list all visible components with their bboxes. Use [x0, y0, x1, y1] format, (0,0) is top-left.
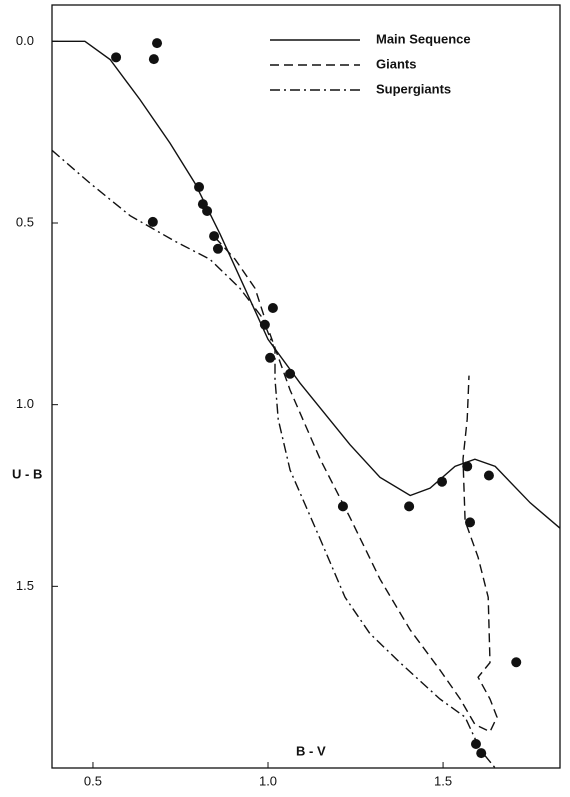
legend-label: Supergiants [376, 81, 451, 96]
data-point [511, 657, 522, 668]
data-point [212, 243, 223, 254]
data-point [265, 352, 276, 363]
data-point [462, 461, 473, 472]
data-point [470, 739, 481, 750]
data-point [337, 501, 348, 512]
x-tick-label: 0.5 [84, 773, 102, 788]
x-tick-label: 1.5 [434, 773, 452, 788]
legend-label: Main Sequence [376, 31, 471, 46]
x-axis-label: B - V [296, 743, 326, 758]
data-point [465, 517, 476, 528]
y-axis-label: U - B [12, 466, 42, 481]
plot-frame [51, 4, 561, 769]
data-point [404, 501, 415, 512]
data-point [202, 206, 213, 217]
data-point [152, 38, 163, 49]
data-point [259, 319, 270, 330]
y-tick-label: 1.0 [16, 396, 34, 411]
legend-label: Giants [376, 56, 416, 71]
series-line [52, 40, 561, 529]
data-point [437, 476, 448, 487]
data-point [148, 54, 159, 65]
series-line [214, 237, 498, 733]
data-point [111, 52, 122, 63]
y-tick-label: 1.5 [16, 578, 34, 593]
y-tick-label: 0.0 [16, 33, 34, 48]
x-tick-label: 1.0 [259, 773, 277, 788]
data-point [209, 231, 220, 242]
y-tick-label: 0.5 [16, 214, 34, 229]
data-point [194, 182, 205, 193]
data-point [476, 748, 487, 759]
data-point [147, 216, 158, 227]
data-point [285, 368, 296, 379]
series-line [51, 149, 496, 769]
data-point [483, 470, 494, 481]
data-point [267, 303, 278, 314]
